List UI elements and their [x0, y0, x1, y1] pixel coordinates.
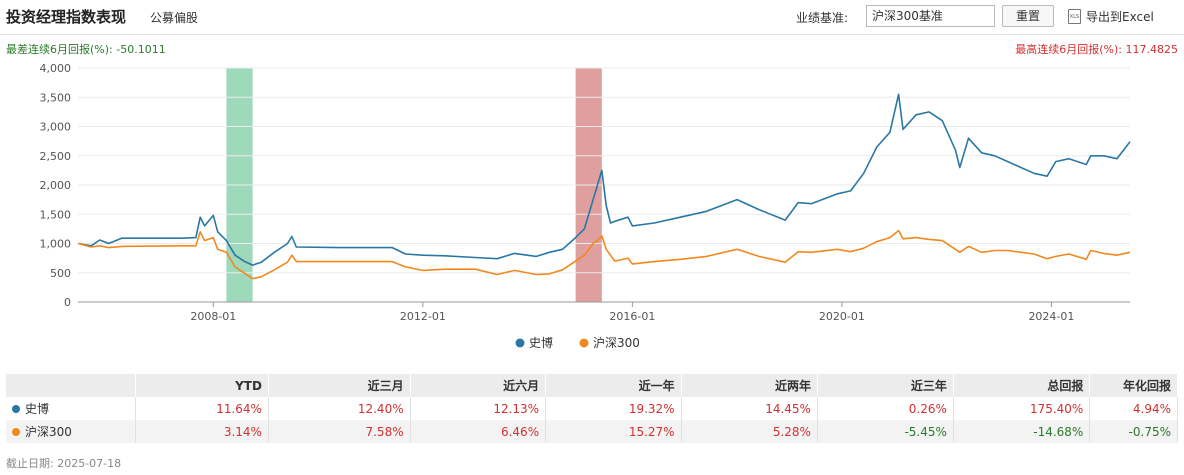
table-header-cell: 年化回报	[1089, 374, 1178, 397]
return-cell: 175.40%	[953, 397, 1091, 420]
return-cell: 5.28%	[681, 420, 818, 443]
header-divider	[0, 34, 1184, 35]
reset-button[interactable]: 重置	[1002, 5, 1054, 27]
best-6m-return: 最高连续6月回报(%): 117.4825	[1015, 43, 1178, 56]
return-cell: 14.45%	[681, 397, 818, 420]
series-name-label: 史博	[25, 402, 50, 416]
export-excel-label: 导出到Excel	[1086, 10, 1154, 24]
return-cell: 12.40%	[268, 397, 411, 420]
y-tick-label: 1,000	[40, 238, 72, 251]
fund-category-label: 公募偏股	[150, 11, 199, 25]
table-header-cell: 近三年	[817, 374, 954, 397]
legend-label: 史博	[529, 335, 553, 350]
x-tick-label: 2012-01	[400, 310, 446, 323]
return-cell: -0.75%	[1089, 420, 1178, 443]
y-tick-label: 2,000	[40, 179, 72, 192]
table-header-cell: 近六月	[410, 374, 547, 397]
legend-marker	[579, 338, 589, 348]
return-cell: 11.64%	[135, 397, 269, 420]
legend-marker	[515, 338, 525, 348]
xls-icon: XLS	[1068, 9, 1081, 24]
y-tick-label: 2,500	[40, 150, 72, 163]
series-color-dot	[12, 428, 20, 436]
table-row: 沪深300 3.14% 7.58% 6.46% 15.27% 5.28% -5.45% -14…	[6, 420, 1178, 443]
y-tick-label: 1,500	[40, 208, 72, 221]
return-cell: 4.94%	[1089, 397, 1178, 420]
export-excel-button[interactable]: XLS 导出到Excel	[1068, 8, 1154, 25]
y-tick-label: 3,000	[40, 121, 72, 134]
returns-table: YTD 近三月 近六月 近一年 近两年 近三年 总回报 年化回报 史博 11.64% 12.40%…	[6, 374, 1178, 443]
series-line-manager	[77, 93, 1131, 266]
return-cell: 6.46%	[410, 420, 547, 443]
row-series-name: 史博	[6, 397, 137, 420]
series-name-label: 沪深300	[25, 425, 72, 439]
series-line-index	[77, 229, 1131, 280]
worst-6m-return: 最差连续6月回报(%): -50.1011	[6, 43, 166, 56]
x-tick-label: 2024-01	[1028, 310, 1074, 323]
y-tick-label: 4,000	[40, 62, 72, 75]
x-tick-label: 2016-01	[609, 310, 655, 323]
benchmark-label: 业绩基准:	[796, 11, 849, 25]
x-tick-label: 2008-01	[190, 310, 236, 323]
return-cell: 3.14%	[135, 420, 269, 443]
series-color-dot	[12, 405, 20, 413]
table-header-row: YTD 近三月 近六月 近一年 近两年 近三年 总回报 年化回报	[6, 374, 1178, 397]
table-header-cell: YTD	[135, 374, 269, 397]
return-cell: 12.13%	[410, 397, 547, 420]
table-header-cell: 近两年	[681, 374, 818, 397]
y-tick-label: 3,500	[40, 91, 72, 104]
table-header-cell: 近三月	[268, 374, 411, 397]
performance-line-chart[interactable]: 0 500 1,000 1,500 2,000 2,500 3,000 3,500 4,000 2…	[0, 58, 1184, 368]
return-cell: 15.27%	[545, 420, 682, 443]
return-cell: 19.32%	[545, 397, 682, 420]
table-header-name	[6, 374, 137, 397]
table-row: 史博 11.64% 12.40% 12.13% 19.32% 14.45% 0.26% 175…	[6, 397, 1178, 420]
y-tick-label: 500	[50, 267, 71, 280]
page-title: 投资经理指数表现	[6, 8, 127, 26]
table-header-cell: 总回报	[953, 374, 1091, 397]
as-of-date: 截止日期: 2025-07-18	[6, 457, 122, 470]
benchmark-select[interactable]: 沪深300基准	[866, 5, 995, 27]
legend-label: 沪深300	[593, 336, 640, 350]
row-series-name: 沪深300	[6, 420, 137, 443]
table-header-cell: 近一年	[545, 374, 682, 397]
return-cell: 7.58%	[268, 420, 411, 443]
return-cell: 0.26%	[817, 397, 954, 420]
return-cell: -5.45%	[817, 420, 954, 443]
return-cell: -14.68%	[953, 420, 1091, 443]
x-tick-label: 2020-01	[819, 310, 865, 323]
y-tick-label: 0	[64, 296, 71, 309]
